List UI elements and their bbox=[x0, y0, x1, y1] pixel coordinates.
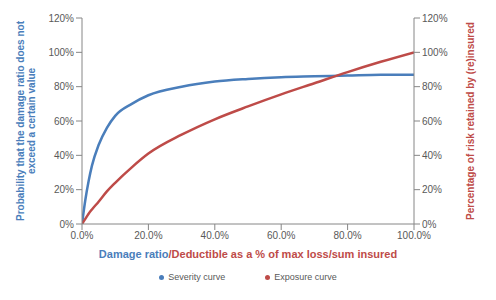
svg-text:20%: 20% bbox=[54, 184, 74, 195]
svg-text:20%: 20% bbox=[422, 184, 442, 195]
html-text:Severity curve: Severity curve bbox=[168, 272, 226, 282]
svg-text:80%: 80% bbox=[422, 81, 442, 92]
svg-text:60%: 60% bbox=[422, 116, 442, 127]
html-text:Percentage of risk retained by: Percentage of risk retained by (re)insur… bbox=[464, 22, 476, 220]
svg-text:80.0%: 80.0% bbox=[333, 230, 361, 241]
svg-text:100%: 100% bbox=[422, 47, 448, 58]
svg-text:100%: 100% bbox=[48, 47, 74, 58]
svg-text:60%: 60% bbox=[54, 116, 74, 127]
svg-text:0%: 0% bbox=[422, 219, 437, 230]
svg-text:40%: 40% bbox=[54, 150, 74, 161]
svg-text:0%: 0% bbox=[60, 219, 75, 230]
html-text:Damage ratio /Deductible as a: Damage ratio /Deductible as a % of max l… bbox=[98, 248, 398, 260]
svg-text:0.0%: 0.0% bbox=[71, 230, 94, 241]
svg-text:100.0%: 100.0% bbox=[397, 230, 431, 241]
svg-text:20.0%: 20.0% bbox=[134, 230, 162, 241]
svg-text:40%: 40% bbox=[422, 150, 442, 161]
svg-text:120%: 120% bbox=[48, 13, 74, 24]
html-text:Probability that the damage ra: Probability that the damage ratio does n… bbox=[15, 21, 37, 221]
svg-text:40.0%: 40.0% bbox=[201, 230, 229, 241]
html-text:Exposure curve: Exposure curve bbox=[274, 272, 337, 282]
svg-text:80%: 80% bbox=[54, 81, 74, 92]
svg-text:60.0%: 60.0% bbox=[267, 230, 295, 241]
svg-text:120%: 120% bbox=[422, 13, 448, 24]
